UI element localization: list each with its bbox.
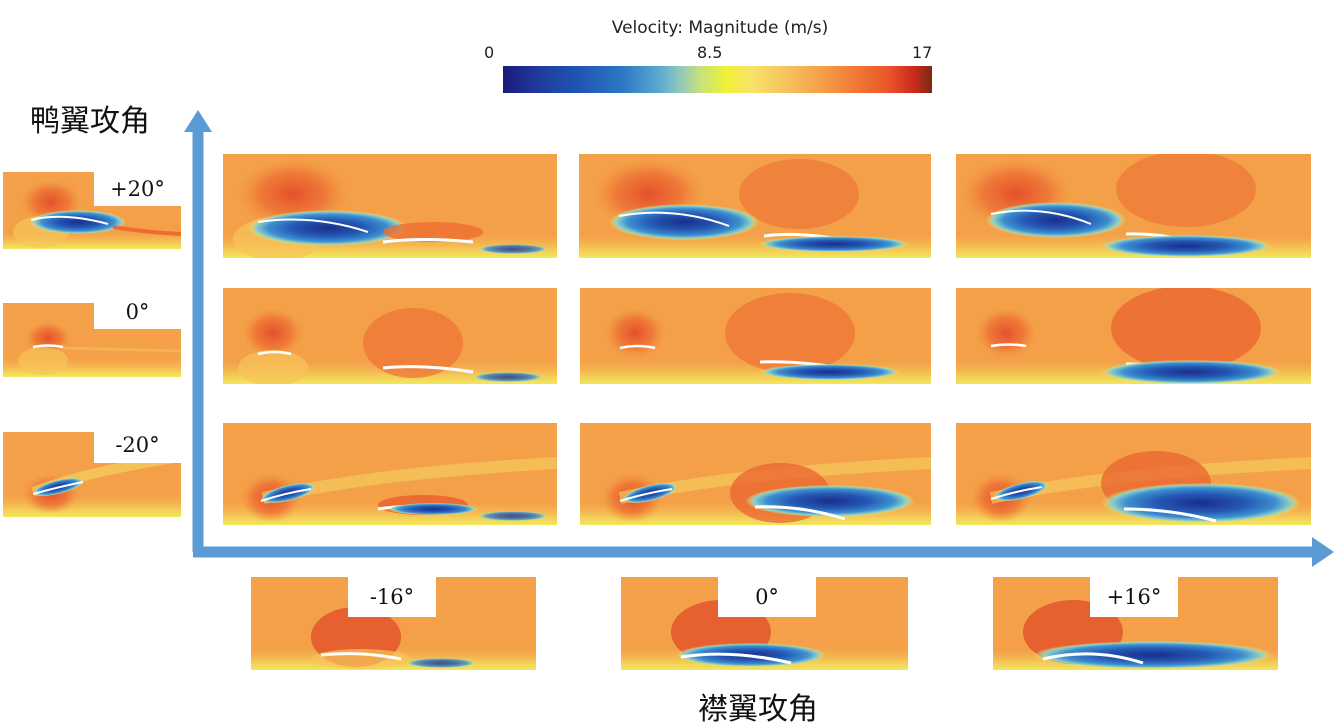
- flap-angle-label-pos16: +16°: [1090, 577, 1178, 617]
- grid-panel-r1c3: [956, 154, 1311, 258]
- flap-angle-label-neg16: -16°: [348, 577, 436, 617]
- y-axis-arrowhead: [184, 110, 212, 132]
- grid-panel-r3c2: [580, 423, 931, 525]
- x-axis-title: 襟翼攻角: [698, 692, 818, 727]
- colorbar-max-label: 17: [912, 43, 933, 62]
- grid-panel-r1c1: [223, 154, 557, 258]
- grid-panel-r1c2: [579, 154, 931, 258]
- grid-panel-r3c1: [223, 423, 557, 525]
- canard-angle-label-pos20: +20°: [94, 172, 181, 206]
- grid-panel-r3c3: [956, 423, 1311, 525]
- colorbar-gradient: [503, 66, 932, 93]
- colorbar-min-label: 0: [484, 43, 495, 62]
- flap-angle-label-0: 0°: [718, 577, 816, 617]
- grid-panel-r2c3: [956, 288, 1311, 384]
- grid-panel-r2c1: [223, 288, 557, 384]
- y-axis-title: 鸭翼攻角: [30, 104, 150, 139]
- canard-angle-label-neg20: -20°: [94, 428, 181, 463]
- canard-angle-label-0: 0°: [94, 296, 181, 329]
- x-axis-arrowhead: [1312, 537, 1334, 567]
- colorbar-mid-label: 8.5: [697, 43, 723, 62]
- grid-panel-r2c2: [580, 288, 931, 384]
- colorbar-title: Velocity: Magnitude (m/s): [611, 18, 829, 38]
